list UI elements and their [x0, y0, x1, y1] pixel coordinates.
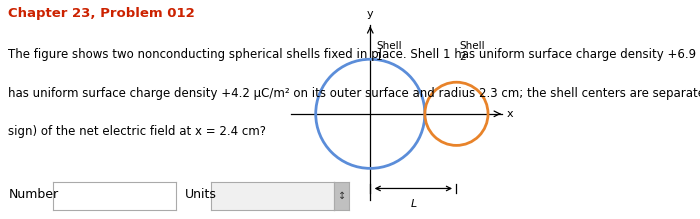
Text: L: L: [410, 199, 416, 208]
Text: has uniform surface charge density +4.2 μC/m² on its outer surface and radius 2.: has uniform surface charge density +4.2 …: [8, 87, 700, 99]
Text: ↕: ↕: [337, 191, 346, 201]
Text: Shell: Shell: [376, 41, 402, 51]
Text: Units: Units: [185, 188, 217, 201]
Text: x: x: [507, 109, 513, 119]
Text: sign) of the net electric field at x = 2.4 cm?: sign) of the net electric field at x = 2…: [8, 125, 267, 138]
Text: Chapter 23, Problem 012: Chapter 23, Problem 012: [8, 7, 195, 19]
Text: Number: Number: [8, 188, 59, 201]
Text: 2: 2: [459, 52, 466, 62]
Text: 1: 1: [376, 52, 383, 62]
Text: Shell: Shell: [459, 41, 485, 51]
Text: The figure shows two nonconducting spherical shells fixed in place. Shell 1 has : The figure shows two nonconducting spher…: [8, 48, 700, 61]
Text: y: y: [367, 9, 374, 19]
